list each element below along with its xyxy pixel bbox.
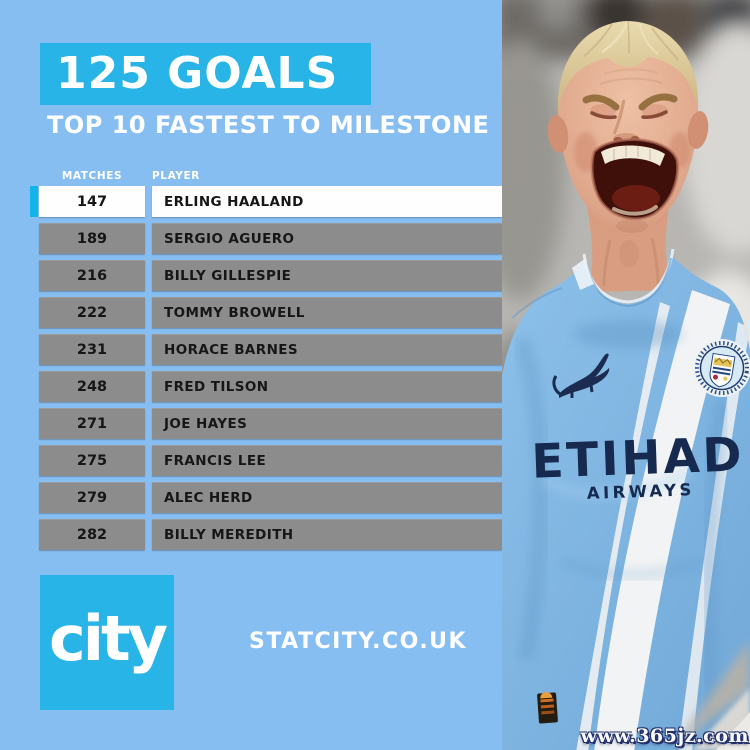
matches-cell: 216 (39, 260, 145, 291)
city-logo: city (40, 575, 174, 710)
table-row: 275 FRANCIS LEE (30, 445, 502, 476)
player-cell: HORACE BARNES (152, 334, 502, 365)
puma-logo-icon (552, 353, 610, 398)
table-row: 279 ALEC HERD (30, 482, 502, 513)
table-row: 189 SERGIO AGUERO (30, 223, 502, 254)
table-row: 271 JOE HAYES (30, 408, 502, 439)
table-header: MATCHES PLAYER (30, 170, 502, 185)
right-eyebrow (638, 93, 678, 111)
milestone-table: 147 ERLING HAALAND 189 SERGIO AGUERO 216 BILL… (30, 186, 502, 556)
table-row: 248 FRED TILSON (30, 371, 502, 402)
shirt-stripes (514, 290, 750, 750)
player-cell: BILLY MEREDITH (152, 519, 502, 550)
highlight-accent-bar (30, 260, 38, 291)
matches-cell: 279 (39, 482, 145, 513)
city-shirt: ETIHAD AIRWAYS (502, 248, 750, 750)
highlight-accent-bar (30, 408, 38, 439)
left-eyebrow (582, 94, 620, 111)
highlight-accent-bar (30, 334, 38, 365)
table-row: 222 TOMMY BROWELL (30, 297, 502, 328)
shirt-tag (537, 692, 558, 724)
matches-cell: 147 (39, 186, 145, 217)
matches-cell: 189 (39, 223, 145, 254)
player-cell: FRED TILSON (152, 371, 502, 402)
highlight-accent-bar (30, 186, 38, 217)
city-logo-text: city (48, 602, 168, 675)
page-title: 125 GOALS (56, 48, 339, 99)
highlight-accent-bar (30, 371, 38, 402)
shirt-sponsor-text: ETIHAD (531, 427, 745, 489)
player-cell: ERLING HAALAND (152, 186, 502, 217)
player-cell: ALEC HERD (152, 482, 502, 513)
table-row: 282 BILLY MEREDITH (30, 519, 502, 550)
highlight-accent-bar (30, 519, 38, 550)
table-row: 147 ERLING HAALAND (30, 186, 502, 217)
matches-cell: 231 (39, 334, 145, 365)
player-photo: ETIHAD AIRWAYS www.365jz.com (502, 0, 750, 750)
right-eye-closed (641, 110, 668, 119)
screaming-mouth (590, 138, 680, 221)
player-cell: TOMMY BROWELL (152, 297, 502, 328)
left-ear (547, 115, 569, 153)
player-face (547, 20, 709, 233)
matches-cell: 222 (39, 297, 145, 328)
player-cell: JOE HAYES (152, 408, 502, 439)
page-subtitle: TOP 10 FASTEST TO MILESTONE (47, 111, 490, 139)
matches-cell: 275 (39, 445, 145, 476)
player-cell: FRANCIS LEE (152, 445, 502, 476)
right-ear (687, 111, 709, 149)
column-header-player: PLAYER (152, 170, 200, 182)
table-row: 231 HORACE BARNES (30, 334, 502, 365)
player-cell: SERGIO AGUERO (152, 223, 502, 254)
highlight-accent-bar (30, 482, 38, 513)
title-banner: 125 GOALS (40, 43, 371, 105)
matches-cell: 282 (39, 519, 145, 550)
table-row: 216 BILLY GILLESPIE (30, 260, 502, 291)
stats-panel: 125 GOALS TOP 10 FASTEST TO MILESTONE MA… (30, 43, 502, 710)
haaland-illustration: ETIHAD AIRWAYS (502, 0, 750, 750)
highlight-accent-bar (30, 297, 38, 328)
matches-cell: 271 (39, 408, 145, 439)
highlight-accent-bar (30, 223, 38, 254)
watermark-text: www.365jz.com (580, 725, 749, 747)
matches-cell: 248 (39, 371, 145, 402)
column-header-matches: MATCHES (61, 170, 123, 182)
website-url: STATCITY.CO.UK (249, 629, 468, 654)
highlight-accent-bar (30, 445, 38, 476)
player-cell: BILLY GILLESPIE (152, 260, 502, 291)
man-city-badge-icon (693, 339, 750, 397)
shirt-sponsor-subtext: AIRWAYS (587, 480, 698, 503)
corner-highlight (672, 640, 750, 750)
left-eye-closed (590, 111, 617, 120)
